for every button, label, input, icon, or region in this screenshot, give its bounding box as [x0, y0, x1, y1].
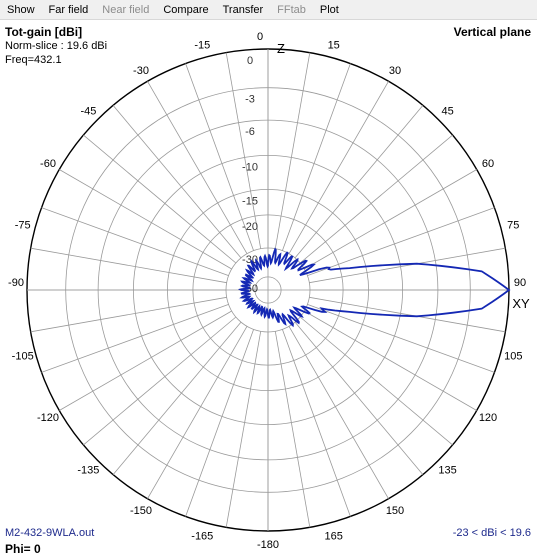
grid-spoke — [59, 169, 232, 270]
angle-label: -75 — [15, 219, 31, 231]
radial-label: -6 — [245, 126, 255, 138]
angle-label: 75 — [507, 219, 519, 231]
grid-spoke — [147, 326, 248, 499]
grid-spoke — [309, 247, 506, 284]
grid-spoke — [282, 63, 351, 251]
norm-slice-label: Norm-slice : 19.6 dBi — [5, 40, 108, 52]
angle-label: -180 — [257, 539, 279, 551]
grid-spoke — [299, 316, 453, 446]
menu-transfer[interactable]: Transfer — [222, 3, 264, 16]
grid-spoke — [59, 310, 232, 411]
grid-spoke — [225, 331, 262, 528]
angle-label: -30 — [133, 65, 149, 77]
frequency-label: Freq=432.1 — [5, 54, 62, 66]
angle-label: -150 — [130, 505, 152, 517]
grid-spoke — [307, 304, 495, 373]
angle-label: -135 — [77, 465, 99, 477]
grid-spoke — [274, 52, 311, 249]
angle-label: 165 — [325, 530, 343, 542]
file-name-label: M2-432-9WLA.out — [5, 527, 95, 539]
radial-label: -15 — [242, 195, 258, 207]
grid-spoke — [294, 105, 424, 259]
menu-show[interactable]: Show — [7, 3, 35, 16]
angle-label: 60 — [482, 158, 494, 170]
plane-label: Vertical plane — [453, 25, 531, 39]
radial-label: 0 — [247, 55, 253, 67]
grid-spoke — [185, 63, 254, 251]
menu-compare[interactable]: Compare — [163, 3, 209, 16]
grid-spoke — [41, 304, 229, 373]
grid-spoke — [274, 331, 311, 528]
grid-spoke — [294, 321, 424, 475]
axis-label-xy: XY — [512, 296, 530, 311]
grid-spoke — [41, 207, 229, 276]
angle-label: -90 — [8, 277, 24, 289]
gain-range-label: -23 < dBi < 19.6 — [452, 527, 531, 539]
grid-spoke — [307, 207, 495, 276]
menu-near-field[interactable]: Near field — [102, 3, 150, 16]
angle-label: -165 — [191, 530, 213, 542]
pattern-trace — [238, 247, 511, 328]
grid-spoke — [304, 169, 477, 270]
grid-spoke — [83, 134, 237, 264]
angle-label: 15 — [328, 40, 340, 52]
grid-spoke — [30, 296, 227, 333]
angle-label: 30 — [389, 65, 401, 77]
axis-label-z: Z — [277, 41, 285, 56]
grid-spoke — [185, 329, 254, 517]
angle-label: 135 — [438, 465, 456, 477]
angle-label: 120 — [479, 412, 497, 424]
grid-spoke — [147, 81, 248, 254]
phi-label: Phi= 0 — [5, 542, 41, 556]
radial-label: -20 — [242, 221, 258, 233]
polar-svg: 0153045607590105120135150165-180-165-150… — [8, 31, 530, 551]
radial-label: -3 — [245, 94, 255, 106]
angle-label: 45 — [441, 105, 453, 117]
grid-spoke — [309, 296, 506, 333]
menu-plot[interactable]: Plot — [319, 3, 339, 16]
grid-spoke — [112, 105, 242, 259]
plot-area: Tot-gain [dBi] Norm-slice : 19.6 dBi Fre… — [0, 21, 537, 559]
gain-title: Tot-gain [dBi] — [5, 25, 83, 39]
grid-spoke — [282, 329, 351, 517]
angle-label: -105 — [12, 351, 34, 363]
grid-spoke — [299, 134, 453, 264]
grid-spoke — [112, 321, 242, 475]
angle-label: -45 — [80, 105, 96, 117]
menu-fftab[interactable]: FFtab — [277, 3, 306, 16]
grid-spoke — [288, 326, 389, 499]
angle-label: 90 — [514, 277, 526, 289]
angle-label: -60 — [40, 158, 56, 170]
angle-label: 105 — [504, 351, 522, 363]
menu-bar: Show Far field Near field Compare Transfer FF… — [0, 0, 537, 20]
menu-far-field[interactable]: Far field — [48, 3, 89, 16]
grid-spoke — [83, 316, 237, 446]
angle-label: 0 — [257, 31, 263, 43]
grid-spoke — [225, 52, 262, 249]
angle-label: 150 — [386, 505, 404, 517]
radial-label: -10 — [242, 161, 258, 173]
grid-spoke — [30, 247, 227, 284]
angle-label: -120 — [37, 412, 59, 424]
angle-label: -15 — [194, 40, 210, 52]
grid-spoke — [288, 81, 389, 254]
grid-spoke — [304, 310, 477, 411]
